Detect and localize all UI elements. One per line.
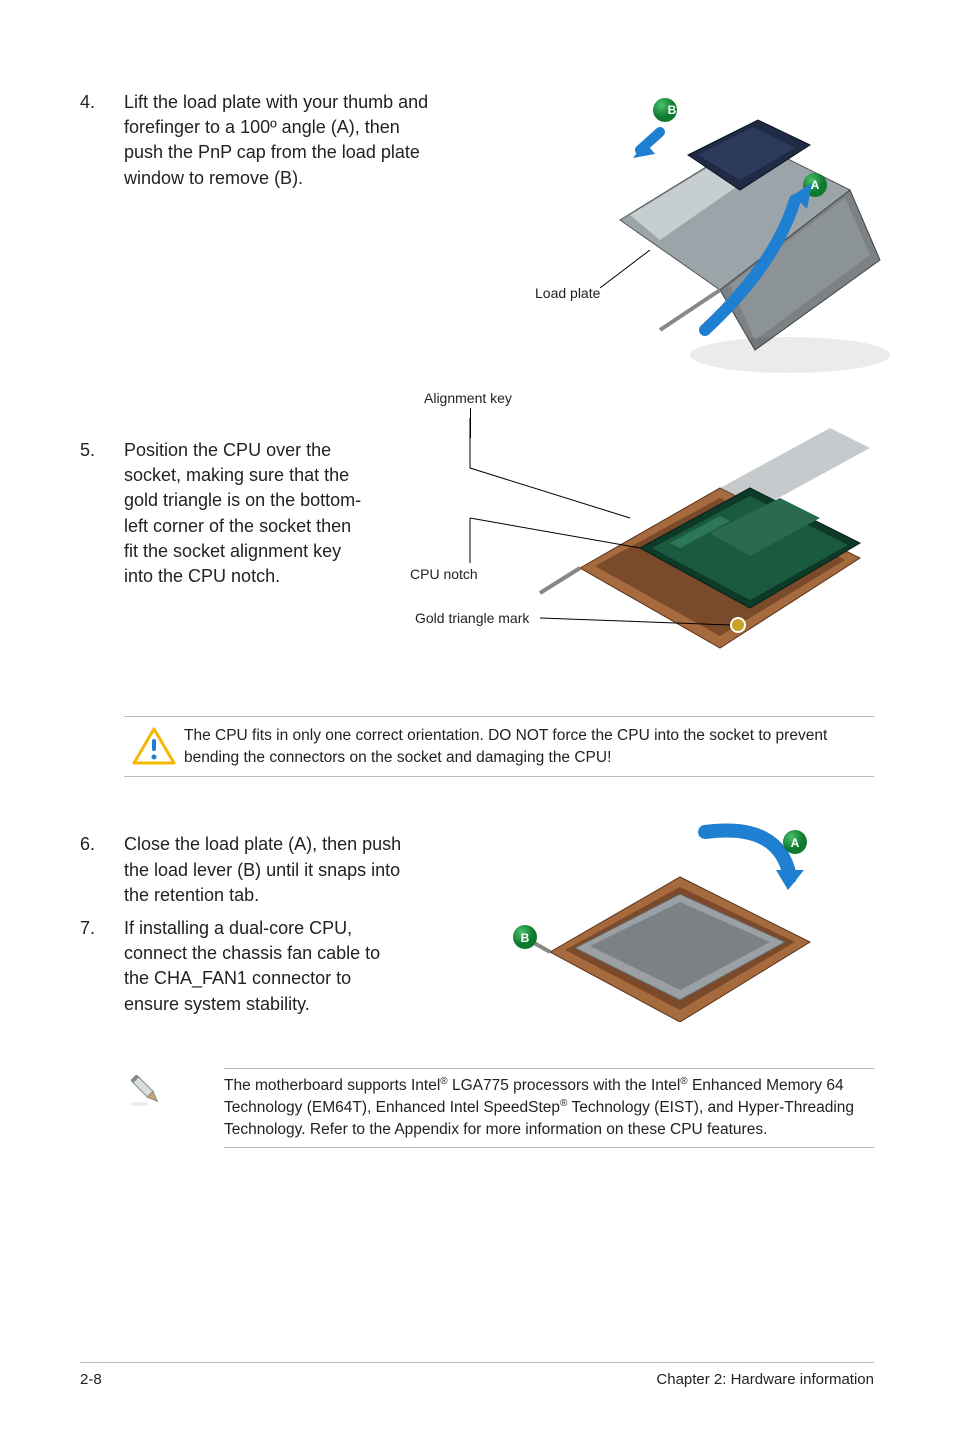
block-step6-7: 6. Close the load plate (A), then push t… [80, 832, 874, 1042]
label-alignment-key: Alignment key [424, 390, 512, 406]
label-b1: B [668, 103, 677, 117]
label-a1: A [811, 178, 820, 192]
footer-left: 2-8 [80, 1371, 102, 1388]
warning-icon [124, 727, 184, 767]
info-note: The motherboard supports Intel® LGA775 p… [124, 1062, 874, 1153]
label-b2: B [521, 931, 530, 945]
figure-step4: B A Load plate [480, 90, 890, 390]
label-a2: A [791, 836, 800, 850]
footer-right: Chapter 2: Hardware information [656, 1371, 874, 1388]
page: 4. Lift the load plate with your thumb a… [0, 0, 954, 1438]
warning-note: The CPU fits in only one correct orienta… [124, 716, 874, 777]
step5-illustration [380, 418, 880, 698]
step6-number: 6. [80, 832, 124, 857]
step5-text: Position the CPU over the socket, making… [124, 438, 370, 589]
figure-step6: A B [450, 822, 850, 1032]
figure-step5: CPU notch Gold triangle mark [380, 418, 880, 698]
pencil-icon [124, 1068, 224, 1112]
info-text: The motherboard supports Intel® LGA775 p… [224, 1068, 874, 1147]
info-r1: ® [440, 1076, 447, 1087]
block-step5: 5. Position the CPU over the socket, mak… [80, 438, 874, 688]
step7-number: 7. [80, 916, 124, 941]
step4-number: 4. [80, 90, 124, 115]
info-p1: The motherboard supports Intel [224, 1078, 440, 1095]
label-cpu-notch: CPU notch [410, 566, 478, 582]
step6-text: Close the load plate (A), then push the … [124, 832, 410, 908]
block-step4: 4. Lift the load plate with your thumb a… [80, 90, 874, 380]
info-p2: LGA775 processors with the Intel [448, 1078, 681, 1095]
warning-text: The CPU fits in only one correct orienta… [184, 725, 874, 768]
step7-text: If installing a dual-core CPU, connect t… [124, 916, 410, 1017]
step4-illustration: B A [480, 90, 890, 390]
info-r2: ® [680, 1076, 687, 1087]
step4-text: Lift the load plate with your thumb and … [124, 90, 440, 191]
page-footer: 2-8 Chapter 2: Hardware information [80, 1362, 874, 1388]
label-load-plate: Load plate [535, 285, 600, 301]
label-gold-triangle: Gold triangle mark [415, 610, 529, 626]
step6-illustration: A B [450, 822, 850, 1022]
leader-load-plate [600, 250, 660, 290]
step5-number: 5. [80, 438, 124, 463]
